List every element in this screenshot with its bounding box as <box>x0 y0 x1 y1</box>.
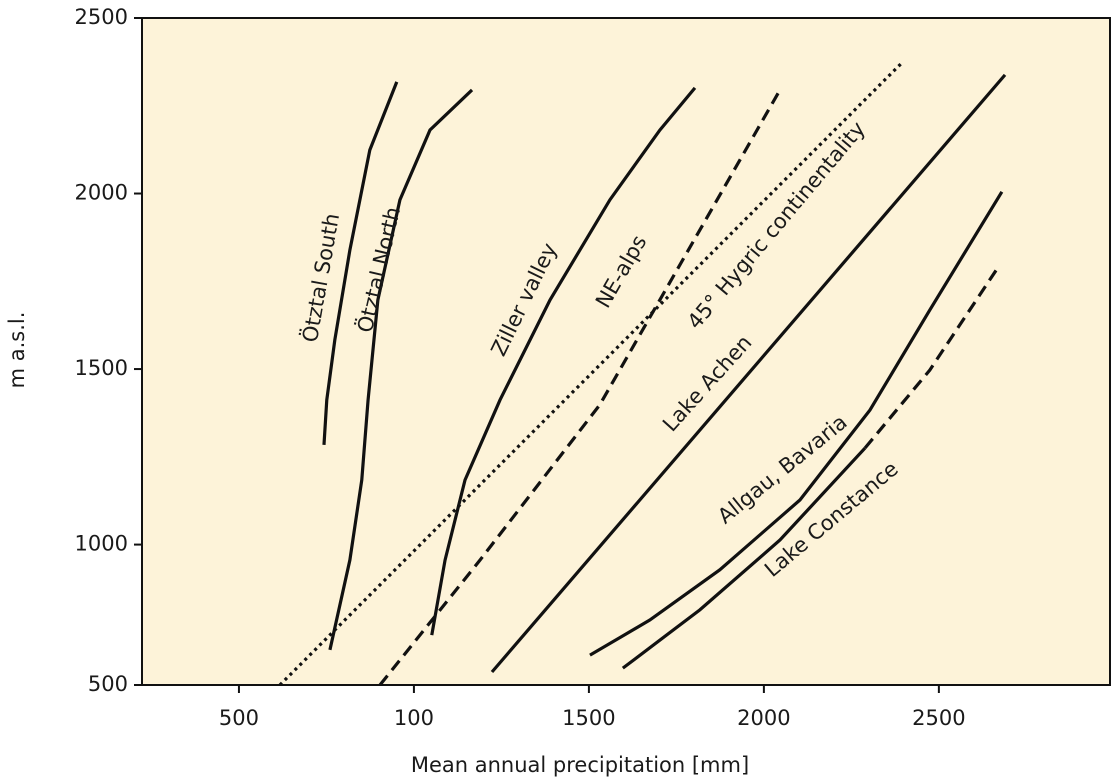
y-tick-label: 2000 <box>75 181 128 205</box>
y-axis-label: m a.s.l. <box>5 312 29 389</box>
plot-area <box>141 17 1111 686</box>
y-tick-label: 1500 <box>75 356 128 380</box>
x-axis-label: Mean annual precipitation [mm] <box>411 753 749 777</box>
y-tick-label: 2500 <box>75 5 128 29</box>
curve <box>621 446 867 670</box>
y-tick-label: 500 <box>88 672 128 696</box>
x-tick-label: 2000 <box>737 706 790 730</box>
curve <box>430 86 697 636</box>
curve <box>322 81 399 445</box>
curve <box>328 88 474 651</box>
x-tick-label: 500 <box>219 706 259 730</box>
x-tick-label: 1500 <box>562 706 615 730</box>
x-tick-label: 2500 <box>912 706 965 730</box>
y-tick-label: 1000 <box>75 532 128 556</box>
curve <box>863 263 1002 450</box>
curve <box>589 190 1004 657</box>
curve <box>378 89 782 687</box>
curve <box>490 73 1007 674</box>
x-tick-label: 100 <box>394 706 434 730</box>
